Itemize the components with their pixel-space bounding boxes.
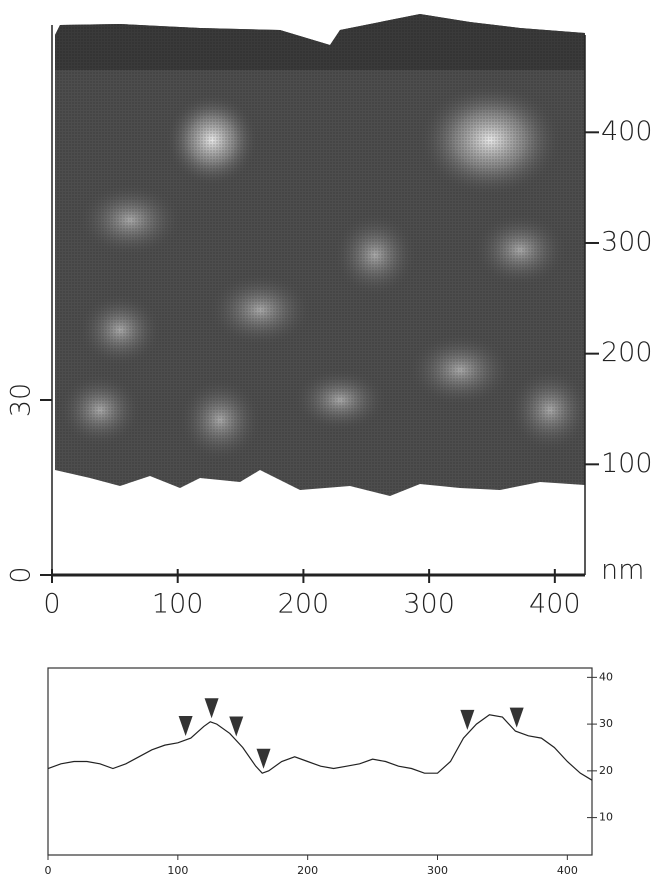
afm-image (55, 14, 585, 496)
x-tick-label: 100 (167, 864, 188, 877)
marker (256, 748, 271, 769)
x-tick-label: 0 (43, 589, 60, 620)
y2-tick-label: 40 (599, 670, 613, 683)
y2-tick-label: 20 (599, 764, 613, 777)
x-tick-label: 300 (427, 864, 448, 877)
y2-tick-label: 10 (599, 811, 613, 824)
profile-frame (47, 667, 593, 856)
profile-line (47, 714, 593, 781)
x-tick-label: 100 (152, 589, 204, 620)
marker (460, 709, 475, 730)
marker (204, 698, 219, 719)
y2-tick-label: 100 (601, 448, 653, 479)
y2-tick-label: 300 (601, 226, 653, 257)
marker (229, 716, 244, 737)
y-tick-label: 0 (6, 566, 37, 583)
y-tick-label: 30 (6, 383, 37, 417)
x-tick-label: 400 (529, 589, 581, 620)
x-tick-label: 400 (557, 864, 578, 877)
y2-tick-label: 400 (601, 116, 653, 147)
x-tick-label: 300 (403, 589, 455, 620)
x-tick-label: 200 (278, 589, 330, 620)
y2-tick-label: 200 (601, 337, 653, 368)
y2-axis-label: nm (601, 555, 644, 586)
y2-tick-label: 30 (599, 717, 613, 730)
x-tick-label: 200 (297, 864, 318, 877)
marker (178, 715, 193, 736)
marker (509, 707, 524, 728)
x-tick-label: 0 (45, 864, 52, 877)
